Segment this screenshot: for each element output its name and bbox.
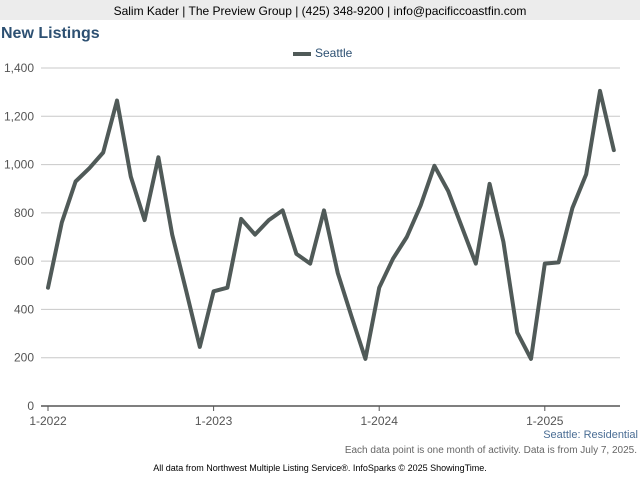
y-tick-label: 1,400 <box>4 61 34 75</box>
x-tick-label: 1-2024 <box>361 414 399 428</box>
y-tick-label: 1,200 <box>4 109 34 123</box>
source-footer: All data from Northwest Multiple Listing… <box>153 463 487 473</box>
chart-title: New Listings <box>1 25 100 42</box>
y-tick-label: 1,000 <box>4 158 34 172</box>
chart-subtitle: Seattle: Residential <box>543 429 638 441</box>
y-tick-label: 600 <box>14 254 34 268</box>
y-tick-label: 400 <box>14 302 34 316</box>
x-tick-label: 1-2022 <box>29 414 67 428</box>
y-tick-label: 800 <box>14 206 34 220</box>
y-tick-label: 200 <box>14 351 34 365</box>
legend-label: Seattle <box>315 46 353 60</box>
y-tick-label: 0 <box>27 399 34 413</box>
legend-swatch <box>293 51 311 56</box>
legend: Seattle <box>293 46 352 60</box>
x-tick-label: 1-2025 <box>526 414 564 428</box>
x-tick-label: 1-2023 <box>195 414 233 428</box>
contact-header: Salim Kader | The Preview Group | (425) … <box>0 0 640 20</box>
series-line-seattle <box>46 88 616 361</box>
chart-note: Each data point is one month of activity… <box>344 445 637 456</box>
